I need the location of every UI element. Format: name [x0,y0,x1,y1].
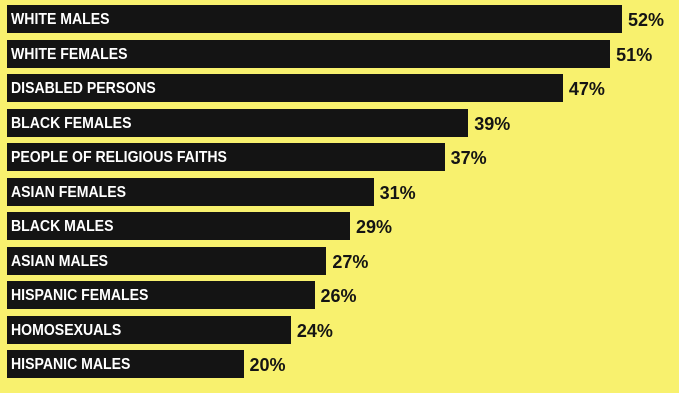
value-label: 27% [332,252,369,272]
category-label: ASIAN MALES [11,253,109,270]
category-label: PEOPLE OF RELIGIOUS FAITHS [11,149,227,166]
bar [7,109,469,137]
value-label: 31% [379,183,416,203]
value-label: 24% [296,321,333,341]
bar [7,281,315,309]
category-label: HISPANIC FEMALES [11,287,149,304]
value-label: 20% [249,355,286,375]
bar [7,74,563,102]
value-label: 37% [450,148,487,168]
category-label: ASIAN FEMALES [11,184,126,201]
bar [7,143,445,171]
bar [7,247,327,275]
value-label: 39% [474,114,511,134]
bar [7,178,374,206]
bar [7,5,622,33]
category-label: BLACK MALES [11,218,114,235]
category-label: HOMOSEXUALS [11,322,122,339]
value-label: 26% [320,286,357,306]
bar [7,40,611,68]
value-label: 47% [568,79,605,99]
category-label: HISPANIC MALES [11,356,131,373]
category-label: DISABLED PERSONS [11,80,156,97]
value-label: 51% [616,45,653,65]
category-label: WHITE MALES [11,11,110,28]
category-label: BLACK FEMALES [11,115,132,132]
bar [7,350,244,378]
category-label: WHITE FEMALES [11,46,128,63]
bar [7,316,291,344]
bar [7,212,350,240]
value-label: 52% [628,10,665,30]
value-label: 29% [355,217,392,237]
